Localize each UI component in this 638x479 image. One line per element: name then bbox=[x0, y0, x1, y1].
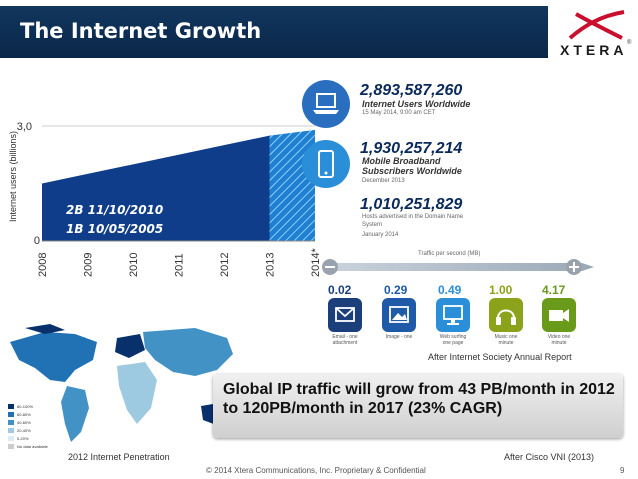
stat-label-1: Internet Users Worldwide bbox=[362, 99, 471, 109]
traffic-value: 4.17 bbox=[542, 283, 566, 297]
image-icon bbox=[382, 298, 416, 332]
traffic-scale-bar bbox=[322, 259, 594, 275]
laptop-icon bbox=[313, 93, 339, 114]
annotation-2b: 2B 11/10/2010 bbox=[66, 203, 163, 217]
legend-item: 60-80% bbox=[8, 410, 48, 418]
traffic-value: 1.00 bbox=[489, 283, 513, 297]
callout-source: After Cisco VNI (2013) bbox=[504, 452, 595, 462]
x-tick-label: 2011 bbox=[174, 253, 186, 277]
stat-label-2: Mobile Broadband Subscribers Worldwide bbox=[362, 156, 462, 176]
traffic-source: After Internet Society Annual Report bbox=[428, 352, 572, 362]
callout-text: Global IP traffic will grow from 43 PB/m… bbox=[223, 381, 615, 417]
stat-sub-1: 15 May 2014, 9:00 am CET bbox=[362, 110, 436, 116]
x-tick-label: 2014* bbox=[310, 248, 322, 277]
traffic-label: Music one minute bbox=[494, 334, 518, 346]
legend-item: 20-40% bbox=[8, 426, 48, 434]
stat-value-2: 1,930,257,214 bbox=[360, 140, 463, 157]
stat-label-3: Hosts advertised in the Domain Name Syst… bbox=[362, 214, 464, 228]
xtera-logo-icon bbox=[568, 10, 625, 40]
x-tick-label: 2008 bbox=[37, 253, 49, 277]
page-number: 9 bbox=[620, 466, 625, 475]
x-tick-label: 2012 bbox=[219, 253, 231, 277]
stat-value-3: 1,010,251,829 bbox=[360, 196, 463, 213]
headphones-icon bbox=[489, 298, 523, 332]
legend-item: No data available bbox=[8, 442, 48, 450]
x-tick-label: 2009 bbox=[83, 253, 95, 277]
map-caption: 2012 Internet Penetration bbox=[68, 452, 170, 462]
traffic-label: Email - one attachment bbox=[332, 334, 358, 346]
north-america bbox=[10, 332, 97, 382]
x-tick-label: 2013 bbox=[265, 253, 277, 277]
traffic-forecast-callout: Global IP traffic will grow from 43 PB/m… bbox=[213, 374, 623, 438]
stat-sub-2: December 2013 bbox=[362, 178, 405, 184]
stat-sub-3: January 2014 bbox=[362, 232, 399, 238]
slide-title: The Internet Growth bbox=[20, 19, 262, 43]
south-america bbox=[61, 386, 89, 442]
africa bbox=[117, 362, 157, 424]
stat-value-1: 2,893,587,260 bbox=[360, 82, 463, 99]
ytick-top: 3,0 bbox=[17, 121, 32, 133]
monitor-icon bbox=[436, 298, 470, 332]
map-legend: 80-100% 60-80% 40-60% 20-40% 0-20% No da… bbox=[8, 402, 48, 450]
logo-registered-mark: ® bbox=[627, 40, 632, 46]
footer-text: © 2014 Xtera Communications, Inc. Propri… bbox=[206, 466, 426, 475]
legend-item: 0-20% bbox=[8, 434, 48, 442]
legend-item: 40-60% bbox=[8, 418, 48, 426]
greenland bbox=[25, 324, 65, 334]
video-camera-icon bbox=[542, 298, 576, 332]
traffic-scale-label: Traffic per second (MB) bbox=[418, 251, 481, 257]
annotation-1b: 1B 10/05/2005 bbox=[66, 222, 163, 236]
stat-circle-1 bbox=[302, 80, 350, 128]
x-tick-group: 2008 2009 2010 2011 2012 2013 2014* bbox=[37, 248, 322, 277]
ytick-zero: 0 bbox=[34, 235, 40, 247]
asia bbox=[143, 328, 233, 376]
email-icon bbox=[328, 298, 362, 332]
world-penetration-map bbox=[10, 324, 233, 442]
traffic-value: 0.29 bbox=[384, 283, 408, 297]
y-axis-label: Internet users (billions) bbox=[8, 131, 18, 222]
x-tick-label: 2010 bbox=[128, 253, 140, 277]
title-bar: The Internet Growth bbox=[0, 6, 548, 58]
traffic-value: 0.49 bbox=[438, 283, 462, 297]
traffic-label: Image - one bbox=[385, 334, 413, 340]
europe bbox=[115, 334, 145, 358]
traffic-label: Web surfing one page bbox=[439, 334, 467, 346]
traffic-value: 0.02 bbox=[328, 283, 352, 297]
legend-item: 80-100% bbox=[8, 402, 48, 410]
stat-circle-2 bbox=[302, 140, 350, 188]
internet-users-chart: 3,0 0 Internet users (billions) 2008 2009… bbox=[8, 121, 322, 277]
traffic-label: Video one minute bbox=[547, 334, 571, 346]
area-actual bbox=[42, 135, 270, 241]
smartphone-icon bbox=[318, 150, 334, 178]
logo-wordmark: XTERA bbox=[560, 42, 628, 58]
